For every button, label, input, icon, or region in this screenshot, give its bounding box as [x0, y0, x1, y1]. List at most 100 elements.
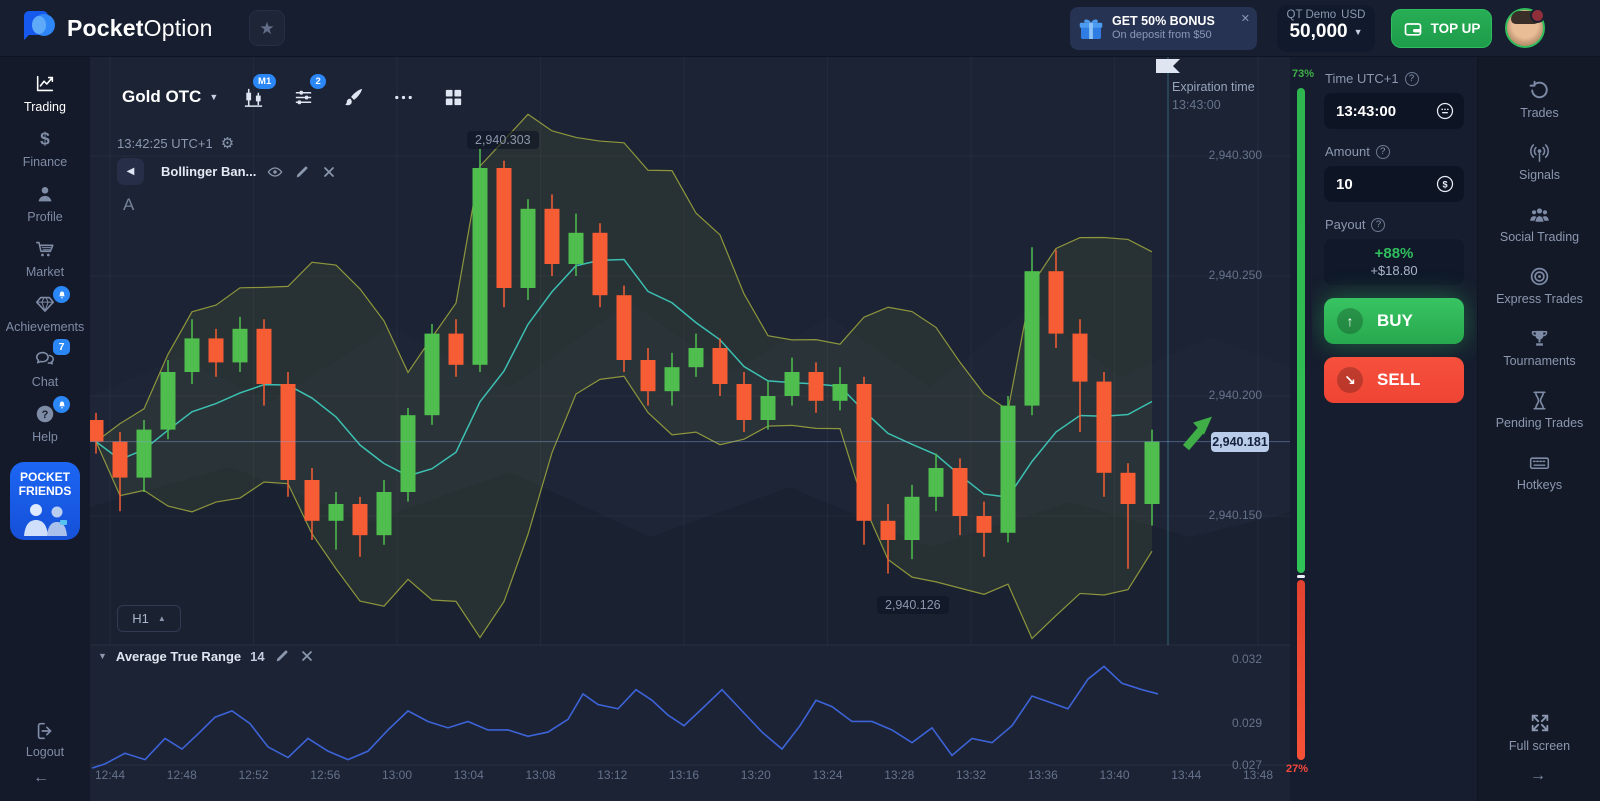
logo-icon: [24, 11, 55, 40]
favorites-star-button[interactable]: ★: [249, 10, 285, 46]
pocket-friends-banner[interactable]: POCKET FRIENDS: [10, 462, 80, 540]
chart-clock: 13:42:25 UTC+1: [117, 136, 213, 151]
time-axis-label: 13:36: [1027, 768, 1058, 782]
unread-count-badge: 7: [53, 339, 70, 355]
right-sidebar-item-signals[interactable]: Signals: [1478, 131, 1600, 193]
top-up-label: TOP UP: [1430, 21, 1481, 36]
sell-button[interactable]: ↘ SELL: [1324, 357, 1464, 403]
right-sidebar-item-label: Signals: [1519, 168, 1560, 182]
sidebar-item-help[interactable]: ? Help: [0, 396, 90, 451]
bonus-banner[interactable]: GET 50% BONUS On deposit from $50 ✕: [1070, 7, 1257, 50]
chart-canvas[interactable]: [90, 57, 1290, 801]
right-sidebar-item-express-trades[interactable]: Express Trades: [1478, 255, 1600, 317]
logout-button[interactable]: Logout: [0, 720, 90, 759]
full-screen-button[interactable]: Full screen: [1478, 712, 1600, 753]
chevron-up-icon: ▲: [157, 614, 166, 623]
logo-part1: Pocket: [67, 15, 144, 41]
atr-remove-button[interactable]: [299, 648, 315, 664]
sidebar-item-label: Trading: [24, 100, 66, 114]
sidebar-item-finance[interactable]: $ Finance: [0, 121, 90, 176]
sidebar-item-label: Chat: [31, 375, 59, 389]
chart-annotation[interactable]: A: [123, 195, 135, 214]
chevron-left-icon: ◀: [126, 166, 135, 177]
logo-part2: Option: [143, 15, 213, 41]
atr-axis-label: 0.029: [1231, 715, 1262, 730]
timeframe-button[interactable]: H1 ▲: [117, 605, 181, 632]
sentiment-bar-bear: [1297, 580, 1305, 760]
amount-input[interactable]: 10 $: [1324, 166, 1464, 202]
collapse-left-sidebar-icon[interactable]: ←: [33, 769, 49, 786]
payout-info: +88% +$18.80: [1324, 239, 1464, 285]
more-tools-button[interactable]: [388, 82, 418, 112]
top-up-button[interactable]: TOP UP: [1391, 9, 1492, 48]
gear-icon[interactable]: ⚙: [220, 135, 235, 152]
chart-toolbar: Gold OTC ▼ M1 2: [122, 74, 468, 112]
time-axis-label: 13:16: [668, 768, 700, 782]
logout-label: Logout: [25, 745, 65, 759]
left-sidebar: Trading $ Finance Profile Market Achievements…: [0, 57, 90, 801]
notification-bell-badge: [53, 286, 70, 303]
trophy-icon: [1531, 330, 1548, 346]
asset-selector[interactable]: Gold OTC ▼: [122, 87, 218, 107]
collapse-right-sidebar-icon[interactable]: →: [1530, 767, 1546, 784]
sidebar-item-trading[interactable]: Trading: [0, 66, 90, 121]
help-circle-icon[interactable]: ?: [1371, 217, 1386, 232]
help-circle-icon[interactable]: ?: [1404, 71, 1419, 86]
right-sidebar-item-hotkeys[interactable]: Hotkeys: [1478, 441, 1600, 503]
indicator-chip-row: ◀ Bollinger Ban...: [117, 158, 337, 185]
help-circle-icon[interactable]: ?: [1375, 144, 1390, 159]
svg-text:$: $: [40, 129, 50, 149]
chart-low-label: 2,940.126: [877, 596, 949, 614]
sidebar-item-label: Finance: [22, 155, 68, 169]
pocket-option-logo[interactable]: PocketOption: [20, 10, 213, 47]
right-sidebar-item-pending-trades[interactable]: Pending Trades: [1478, 379, 1600, 441]
atr-edit-button[interactable]: [274, 648, 290, 664]
notification-bell-badge: [53, 396, 70, 413]
indicators-button[interactable]: 2: [288, 74, 327, 112]
right-sidebar-item-trades[interactable]: Trades: [1478, 69, 1600, 131]
sidebar-item-profile[interactable]: Profile: [0, 176, 90, 231]
asset-name: Gold OTC: [122, 87, 202, 106]
indicator-remove-button[interactable]: [321, 164, 337, 180]
buy-button[interactable]: ↑ BUY: [1324, 298, 1464, 344]
eye-icon: [267, 166, 283, 177]
sell-label: SELL: [1377, 370, 1421, 389]
gift-icon: [1079, 18, 1103, 39]
pocket-friends-line2: FRIENDS: [18, 483, 72, 498]
indicator-edit-button[interactable]: [294, 164, 310, 180]
sidebar-item-chat[interactable]: 7 Chat: [0, 339, 90, 396]
drawing-tools-button[interactable]: [338, 82, 368, 112]
person-icon: [38, 187, 52, 202]
right-sidebar-item-label: Trades: [1520, 106, 1559, 120]
time-axis-label: 13:20: [740, 768, 771, 782]
chart-icon: [36, 75, 54, 92]
price-axis-label: 2,940.300: [1208, 148, 1262, 162]
layout-grid-button[interactable]: [438, 82, 468, 112]
indicator-collapse-button[interactable]: ◀: [117, 158, 144, 185]
chart-type-button[interactable]: M1: [238, 74, 277, 112]
chevron-down-icon[interactable]: ▼: [98, 651, 107, 661]
payout-label: Payout: [1325, 217, 1366, 232]
sidebar-item-achievements[interactable]: Achievements: [0, 286, 90, 341]
expiration-time-input[interactable]: 13:43:00: [1324, 93, 1464, 129]
buy-label: BUY: [1377, 311, 1413, 330]
bonus-subtitle: On deposit from $50: [1112, 29, 1212, 42]
time-axis-label: 13:40: [1099, 768, 1130, 782]
indicator-visibility-button[interactable]: [267, 164, 283, 180]
account-balance-selector[interactable]: QT Demo USD 50,000 ▼: [1277, 5, 1375, 52]
sentiment-bar: [1297, 88, 1305, 760]
pocket-friends-line1: POCKET: [19, 470, 70, 484]
right-sidebar-item-tournaments[interactable]: Tournaments: [1478, 317, 1600, 379]
sidebar-item-market[interactable]: Market: [0, 231, 90, 286]
right-sidebar-item-social-trading[interactable]: Social Trading: [1478, 193, 1600, 255]
bonus-close-icon[interactable]: ✕: [1240, 13, 1250, 25]
dollar-circle-icon[interactable]: $: [1435, 174, 1455, 194]
atr-axis-label: 0.027: [1231, 758, 1262, 772]
timeframe-label: H1: [132, 611, 149, 626]
avatar[interactable]: [1505, 8, 1545, 48]
signal-icon: [1530, 144, 1549, 162]
dollar-icon: $: [40, 129, 50, 149]
trade-panel: Time UTC+1? 13:43:00 Amount? 10 $ Payout…: [1312, 57, 1477, 801]
candlestick-chart-icon: [244, 88, 262, 107]
keypad-icon[interactable]: [1435, 101, 1455, 121]
